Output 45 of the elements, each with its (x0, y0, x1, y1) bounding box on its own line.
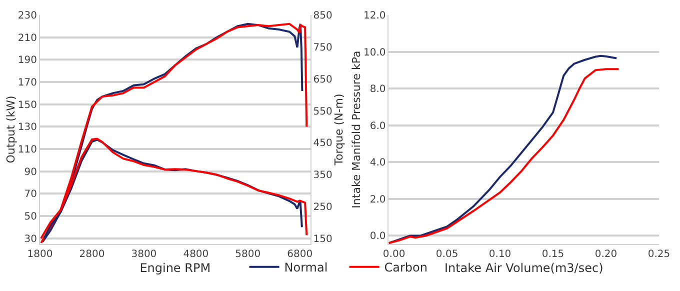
x-tick-label: 6800 (287, 249, 313, 260)
x-tick-label: 3800 (131, 249, 157, 260)
x-tick-label: 0.05 (436, 249, 458, 260)
x-tick-label: 0.20 (594, 249, 618, 260)
y2-tick-label: 750 (313, 42, 332, 54)
y-axis-title: Output (kW) (4, 96, 18, 164)
legend-label: Carbon (384, 260, 428, 275)
legend-label: Normal (284, 260, 328, 275)
y2-axis-title: Torque (N-m) (332, 94, 346, 166)
y2-tick-label: 850 (313, 10, 332, 22)
y-tick-label: 170 (18, 78, 37, 89)
y-tick-label: 190 (18, 55, 37, 66)
x-axis-title: Engine RPM (140, 260, 211, 275)
y-tick-label: 110 (18, 144, 37, 156)
y-tick-label: 70 (24, 189, 37, 200)
y-tick-label: 210 (18, 32, 37, 44)
y-tick-label: 4.0 (370, 158, 386, 169)
y-tick-label: 6.0 (370, 120, 386, 132)
y-tick-label: 2.0 (370, 194, 386, 206)
y-tick-label: 130 (18, 122, 37, 134)
y-axis-title: Intake Manifold Pressure kPa (350, 50, 364, 208)
x-axis-title: Intake Air Volume(m3/sec) (444, 260, 604, 275)
x-tick-label: 1800 (27, 249, 53, 260)
y2-tick-label: 650 (313, 74, 332, 86)
y2-tick-label: 350 (313, 170, 332, 182)
y-tick-label: 230 (18, 10, 37, 22)
y-tick-label: 10.0 (363, 47, 386, 58)
y-tick-label: 150 (18, 100, 37, 111)
x-tick-label: 0.25 (648, 249, 670, 260)
x-tick-label: 0.00 (382, 249, 406, 260)
x-tick-label: 4800 (183, 249, 209, 260)
y-tick-label: 30 (24, 234, 37, 245)
y2-tick-label: 450 (313, 138, 332, 150)
y-tick-label: 12.0 (363, 10, 386, 22)
x-tick-label: 2800 (79, 249, 105, 260)
y2-tick-label: 550 (313, 106, 332, 118)
x-tick-label: 5800 (235, 249, 261, 260)
y2-tick-label: 150 (313, 234, 332, 245)
y-tick-label: 0.0 (370, 231, 386, 242)
y-tick-label: 90 (24, 166, 37, 178)
y2-tick-label: 250 (313, 202, 332, 213)
y-tick-label: 50 (24, 212, 37, 223)
x-tick-label: 0.10 (488, 249, 512, 260)
y-tick-label: 8.0 (370, 84, 386, 96)
x-tick-label: 0.15 (542, 249, 564, 260)
